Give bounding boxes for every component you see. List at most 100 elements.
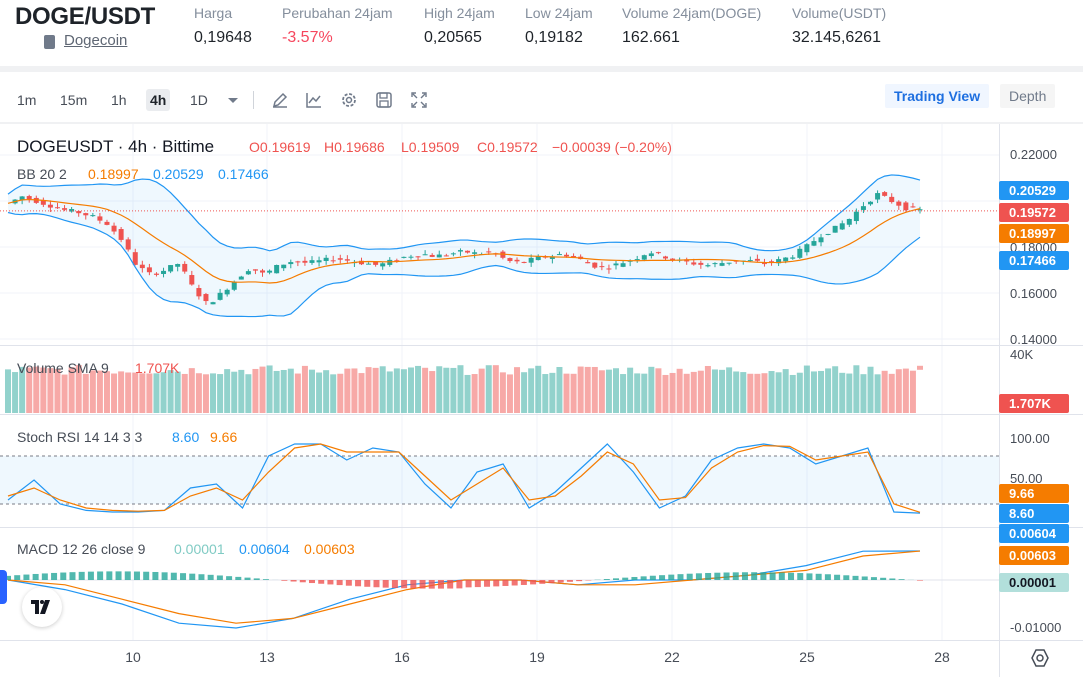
volume-bar: [61, 374, 68, 413]
macd-line-tag: 0.00604: [999, 524, 1069, 543]
bb-lower-line: [7, 211, 921, 318]
volume-bar: [75, 365, 82, 413]
macd-hist-bar: [723, 572, 730, 580]
timeframe-1d[interactable]: 1D: [190, 92, 208, 108]
volume-bar: [245, 374, 252, 413]
volume-bar: [514, 367, 521, 413]
timeframe-15m[interactable]: 15m: [60, 92, 88, 108]
stat-low-24h: Low 24jam 0,19182: [525, 5, 593, 47]
stoch-legend-label: Stoch RSI 14 14 3 3: [17, 429, 143, 445]
stat-price: Harga 0,19648: [194, 5, 252, 47]
volume-bar: [563, 373, 570, 413]
coin-link-label[interactable]: Dogecoin: [64, 32, 128, 49]
macd-hist-bar: [336, 580, 343, 586]
macd-hist-bar: [309, 580, 315, 584]
sidebar-toggle-handle[interactable]: [0, 570, 7, 604]
trading-view-button[interactable]: Trading View: [885, 84, 990, 108]
volume-bar: [266, 365, 273, 413]
volume-bar: [704, 365, 711, 413]
candle-down: [394, 260, 400, 262]
macd-hist-bar: [382, 580, 389, 588]
chevron-down-icon[interactable]: [223, 90, 243, 110]
macd-hist-bar: [502, 580, 509, 586]
candle-down: [655, 252, 661, 254]
candle-down: [903, 202, 909, 211]
macd-hist-bar: [290, 580, 297, 582]
macd-hist-bar: [686, 573, 693, 580]
macd-signal-line: [7, 550, 921, 624]
macd-hist-bar: [189, 573, 196, 580]
volume-bar: [796, 372, 803, 413]
gear-icon[interactable]: [339, 90, 359, 110]
macd-hist-bar: [281, 580, 288, 581]
bb-mid-line: [7, 198, 921, 284]
macd-signal-value: 0.00603: [304, 541, 355, 557]
volume-bar: [803, 365, 810, 413]
macd-histogram: [5, 571, 923, 589]
macd-hist-bar: [548, 580, 555, 584]
volume-bar: [351, 368, 358, 413]
candle-down: [260, 270, 266, 273]
macd-hist-bar: [124, 571, 131, 580]
volume-bar: [690, 371, 697, 413]
time-axis-line: [0, 640, 1083, 641]
save-icon[interactable]: [374, 90, 394, 110]
candle-down: [76, 211, 82, 214]
volume-bar: [584, 366, 591, 413]
candle-up: [472, 252, 478, 254]
x-tick: 19: [529, 649, 545, 665]
candle-up: [450, 253, 456, 255]
pencil-icon[interactable]: [270, 90, 290, 110]
toolbar-divider: [253, 91, 254, 109]
x-tick: 16: [394, 649, 410, 665]
volume-bar: [768, 371, 775, 413]
volume-bar: [337, 373, 344, 413]
timeframe-4h[interactable]: 4h: [146, 89, 171, 111]
macd-hist-bar: [60, 572, 67, 580]
volume-bar: [754, 373, 761, 413]
timeframe-1h[interactable]: 1h: [111, 92, 127, 108]
bb-mid-value: 0.18997: [88, 166, 139, 182]
stoch-d-line: [7, 443, 921, 513]
stat-volume-usdt: Volume(USDT) 32.145,6261: [792, 5, 886, 47]
candle-down: [500, 251, 506, 258]
macd-hist-bar: [668, 574, 675, 580]
volume-bar: [54, 369, 61, 413]
macd-line: [7, 550, 921, 629]
macd-hist-bar: [198, 574, 205, 580]
macd-hist-bar: [714, 572, 721, 580]
stat-change-24h: Perubahan 24jam -3.57%: [282, 5, 393, 47]
price-tick: 0.16000: [1010, 286, 1057, 301]
timeframe-1m[interactable]: 1m: [17, 92, 37, 108]
fullscreen-icon[interactable]: [409, 90, 429, 110]
stat-volume-doge: Volume 24jam(DOGE) 162.661: [622, 5, 761, 47]
stat-value: 162.661: [622, 29, 680, 46]
candle-up: [245, 271, 251, 275]
macd-hist-bar: [419, 580, 426, 589]
volume-bar: [846, 373, 853, 413]
chart-settings-hex-icon[interactable]: [1030, 648, 1050, 668]
coin-link[interactable]: Dogecoin: [44, 32, 127, 49]
candle-up: [267, 270, 273, 273]
depth-button[interactable]: Depth: [1000, 84, 1056, 108]
macd-hist-bar: [815, 573, 822, 580]
macd-hist-bar: [41, 573, 48, 580]
macd-hist-bar: [659, 575, 666, 580]
volume-bar: [535, 365, 542, 413]
chart-toolbar: 1m 15m 1h 4h 1D Trading View Depth: [0, 72, 1083, 122]
stoch-d-value: 9.66: [210, 429, 238, 445]
candle-up: [69, 209, 75, 212]
candle-up: [535, 256, 541, 261]
candle-up: [19, 196, 25, 201]
line-chart-icon[interactable]: [304, 90, 324, 110]
candle-up: [613, 263, 619, 266]
macd-hist-bar: [78, 571, 85, 580]
candle-down: [465, 250, 471, 253]
symbol-legend: DOGEUSDT · 4h · Bittime: [17, 137, 215, 156]
macd-hist-bar: [806, 573, 813, 580]
candle-up: [408, 256, 414, 258]
volume-bar: [506, 374, 513, 413]
candle-up: [161, 270, 167, 274]
volume-bar: [860, 374, 867, 413]
